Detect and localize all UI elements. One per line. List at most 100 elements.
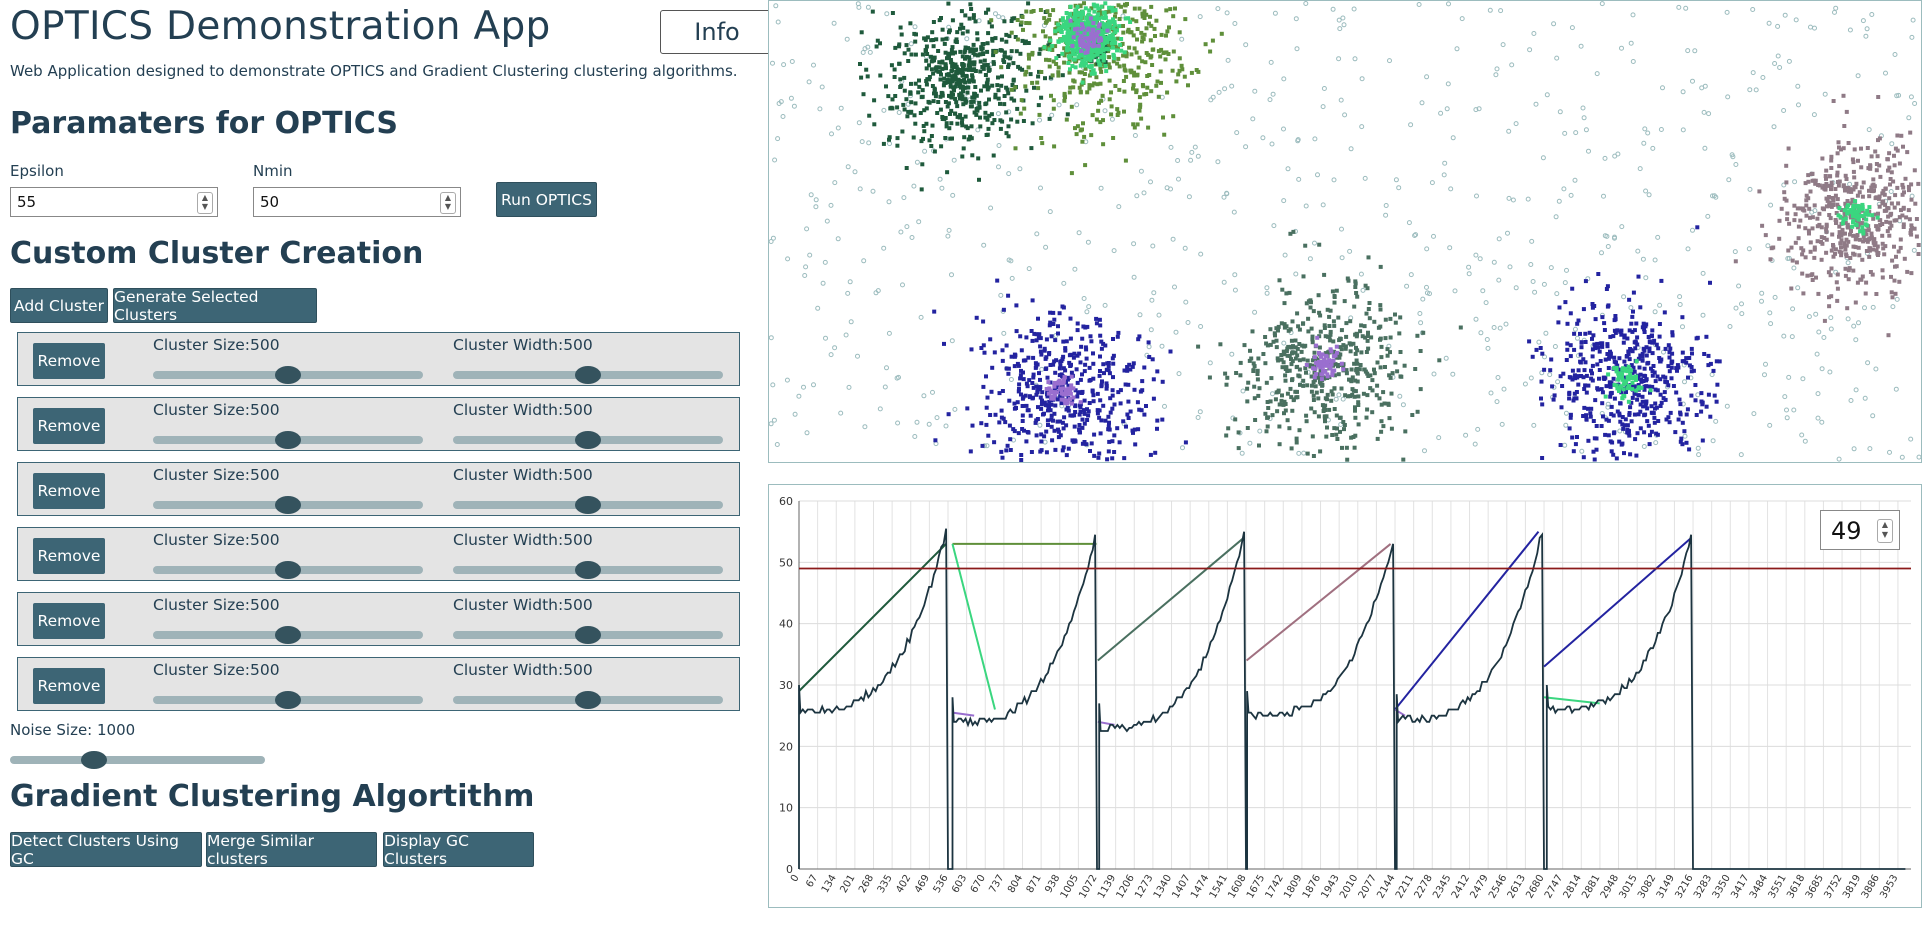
cluster-size-slider-thumb[interactable] — [275, 561, 301, 579]
nmin-input[interactable]: 50 ▲ ▼ — [253, 187, 461, 217]
cluster-point — [1829, 183, 1834, 188]
cluster-point — [1584, 413, 1589, 418]
cluster-point — [1142, 365, 1147, 370]
cluster-point — [1827, 203, 1832, 208]
cluster-point — [1006, 65, 1011, 69]
cluster-point — [1638, 372, 1643, 377]
display-gc-button[interactable]: Display GC Clusters — [383, 832, 534, 868]
cluster-point — [1608, 334, 1613, 339]
cluster-point — [1648, 433, 1652, 438]
x-tick-label: 1407 — [1170, 873, 1192, 901]
detect-gc-button[interactable]: Detect Clusters Using GC — [10, 832, 202, 868]
cluster-point — [1053, 403, 1058, 408]
remove-cluster-button[interactable]: Remove — [33, 473, 105, 509]
cluster-point — [1039, 352, 1044, 357]
core-point — [1846, 203, 1851, 208]
cluster-width-slider-thumb[interactable] — [575, 496, 601, 514]
cluster-point — [1876, 211, 1880, 216]
cluster-width-slider-thumb[interactable] — [575, 431, 601, 449]
x-tick-label: 2948 — [1599, 873, 1621, 901]
noise-point — [804, 430, 810, 436]
cluster-point — [909, 81, 913, 86]
cluster-point — [1817, 211, 1822, 216]
noise-point — [1759, 298, 1764, 304]
cluster-point — [1289, 446, 1294, 451]
cluster-point — [1364, 415, 1369, 420]
threshold-spinner-icon[interactable]: ▲ ▼ — [1877, 519, 1893, 543]
remove-cluster-button[interactable]: Remove — [33, 603, 105, 639]
threshold-input[interactable]: 49 ▲ ▼ — [1820, 510, 1900, 550]
noise-point — [804, 226, 810, 232]
cluster-point — [1290, 359, 1295, 364]
noise-slider-track[interactable] — [10, 756, 265, 764]
epsilon-spinner-icon[interactable]: ▲ ▼ — [197, 192, 213, 214]
noise-point — [1619, 45, 1624, 51]
cluster-point — [1349, 367, 1354, 372]
nmin-spinner-icon[interactable]: ▲ ▼ — [440, 192, 456, 214]
cluster-point — [1323, 419, 1327, 424]
cluster-point — [1328, 338, 1333, 343]
scatter-plot-panel[interactable] — [768, 0, 1922, 463]
cluster-point — [1332, 426, 1337, 431]
cluster-point — [1661, 374, 1666, 379]
cluster-point — [998, 48, 1003, 53]
cluster-size-slider-thumb[interactable] — [275, 496, 301, 514]
epsilon-input[interactable]: 55 ▲ ▼ — [10, 187, 218, 217]
run-optics-button[interactable]: Run OPTICS — [496, 182, 597, 217]
cluster-width-slider-thumb[interactable] — [575, 691, 601, 709]
cluster-point — [981, 343, 986, 348]
noise-slider-thumb[interactable] — [81, 751, 108, 769]
cluster-point — [1295, 311, 1300, 316]
cluster-point — [1113, 14, 1117, 19]
cluster-point — [1348, 349, 1353, 354]
cluster-point — [1075, 34, 1080, 39]
cluster-point — [1605, 342, 1610, 347]
cluster-point — [1011, 427, 1016, 432]
cluster-point — [1370, 410, 1375, 415]
remove-cluster-button[interactable]: Remove — [33, 538, 105, 574]
noise-point — [1739, 311, 1745, 317]
cluster-point — [1629, 419, 1634, 424]
cluster-point — [1589, 406, 1594, 411]
cluster-point — [992, 440, 997, 445]
cluster-size-slider-thumb[interactable] — [275, 366, 301, 384]
cluster-point — [1085, 19, 1090, 24]
cluster-point — [1075, 38, 1080, 43]
cluster-point — [1325, 397, 1329, 402]
cluster-point — [1618, 401, 1623, 406]
noise-point — [773, 3, 779, 9]
noise-point — [909, 235, 915, 240]
cluster-size-slider-thumb[interactable] — [275, 431, 301, 449]
cluster-point — [1252, 396, 1257, 401]
cluster-point — [1075, 353, 1080, 358]
cluster-size-slider-thumb[interactable] — [275, 691, 301, 709]
cluster-point — [1255, 377, 1260, 382]
cluster-point — [1856, 158, 1860, 163]
cluster-point — [1605, 284, 1610, 289]
noise-point — [1767, 310, 1773, 316]
noise-point — [1821, 335, 1827, 340]
cluster-point — [889, 63, 894, 68]
cluster-point — [1060, 25, 1065, 30]
info-button[interactable]: Info — [660, 10, 774, 54]
core-point — [1071, 386, 1076, 391]
remove-cluster-button[interactable]: Remove — [33, 343, 105, 379]
cluster-width-slider-thumb[interactable] — [575, 366, 601, 384]
add-cluster-button[interactable]: Add Cluster — [10, 288, 108, 323]
cluster-point — [1107, 97, 1112, 102]
remove-cluster-button[interactable]: Remove — [33, 408, 105, 444]
cluster-point — [1598, 359, 1603, 363]
cluster-point — [1017, 382, 1022, 387]
noise-point — [770, 235, 776, 241]
remove-cluster-button[interactable]: Remove — [33, 668, 105, 704]
cluster-width-slider-thumb[interactable] — [575, 561, 601, 579]
cluster-point — [1812, 247, 1817, 252]
cluster-width-slider-thumb[interactable] — [575, 626, 601, 644]
cluster-size-slider-thumb[interactable] — [275, 626, 301, 644]
noise-point — [1793, 17, 1799, 23]
cluster-point — [1072, 424, 1077, 429]
generate-clusters-button[interactable]: Generate Selected Clusters — [113, 288, 317, 324]
merge-clusters-button[interactable]: Merge Similar clusters — [206, 832, 377, 868]
scatter-plot[interactable] — [768, 1, 1922, 462]
cluster-point — [1855, 225, 1860, 230]
